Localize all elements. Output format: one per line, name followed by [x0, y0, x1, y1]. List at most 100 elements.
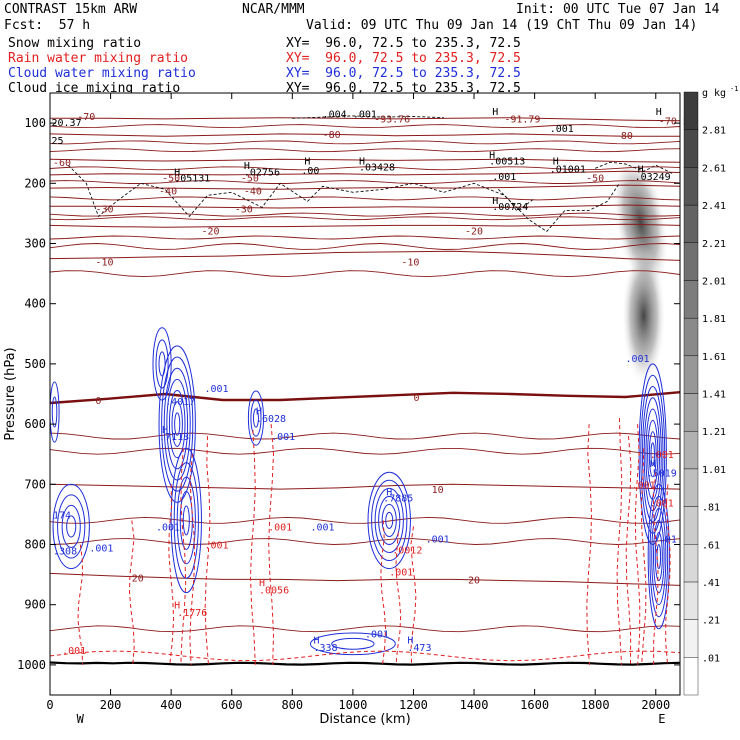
- rain-contour: [189, 454, 196, 665]
- high-marker: H: [553, 156, 559, 167]
- cloud-water-west-core: [161, 356, 194, 492]
- cloud-water-mid: [367, 471, 411, 570]
- temp-label: -10: [401, 258, 419, 269]
- cloud-water-contours: [49, 327, 670, 656]
- cloud-water-west-lower: [176, 476, 196, 565]
- temp-contour--40: [49, 184, 681, 190]
- temp-contour-extra: [49, 270, 681, 278]
- field-rain-xy: XY= 96.0, 72.5 to 235.3, 72.5: [286, 51, 521, 66]
- snow-contour: [497, 188, 535, 211]
- cloud-water-label: .001: [310, 522, 334, 533]
- rain-water-label: .001: [650, 450, 674, 461]
- y-axis-label: Pressure (hPa): [3, 347, 18, 440]
- high-marker: H: [489, 150, 495, 161]
- colorbar: .01 .21 .41 .61 .81 1.01 1.21 1.41 1.61 1.81 2.01 2…: [683, 85, 738, 696]
- high-marker: H: [314, 636, 320, 647]
- cloud-water-east-upper: [648, 431, 657, 478]
- colorbar-unit-exponent: -1: [730, 85, 738, 93]
- field-cloudwater-name: Cloud water mixing ratio: [8, 66, 196, 81]
- temp-label: -20: [465, 226, 483, 237]
- high-marker: H: [304, 156, 310, 167]
- cloud-water-label: .308: [53, 547, 77, 558]
- cloud-water-east-upper: [647, 419, 659, 489]
- rain-water-label: .001: [268, 522, 292, 533]
- y-tick-label: 500: [24, 357, 46, 371]
- rain-contour: [625, 436, 632, 665]
- temp-contour--10: [49, 250, 681, 261]
- colorbar-label: .61: [702, 540, 720, 551]
- colorbar-swatch: [683, 167, 699, 206]
- snow-max-label: .03428: [359, 162, 395, 173]
- high-marker: H: [162, 425, 168, 436]
- high-marker: H: [407, 636, 413, 647]
- x-tick-label: 1600: [520, 698, 549, 712]
- snow-max-label: .03249: [635, 172, 671, 183]
- rain-contour: [665, 484, 671, 665]
- colorbar-swatch: [683, 657, 699, 696]
- x-tick-label: 2000: [641, 698, 670, 712]
- cloud-water-label: .5019: [647, 468, 677, 479]
- cloud-water-west-edge: [51, 396, 58, 428]
- temp-label: -80: [323, 130, 341, 141]
- temp-contour--80: [49, 133, 680, 137]
- temp-contour-10: [49, 483, 681, 490]
- cloud-water-mid: [381, 503, 397, 537]
- colorbar-label: 2.21: [702, 239, 726, 250]
- y-tick-label: 600: [24, 417, 46, 431]
- colorbar-swatch: [683, 468, 699, 507]
- high-marker: H: [386, 488, 392, 499]
- high-marker: H: [174, 167, 180, 178]
- colorbar-swatch: [683, 317, 699, 357]
- high-marker: H: [244, 161, 250, 172]
- rain-water-label: .001: [632, 480, 656, 491]
- rain-contour: [586, 424, 593, 665]
- ice-plume-lower: [621, 245, 666, 386]
- cloud-water-label: .001: [625, 354, 649, 365]
- x-tick-label: 200: [100, 698, 122, 712]
- temp-label: -40: [244, 187, 262, 198]
- colorbar-label: .41: [702, 578, 720, 589]
- snow-max-label: .004: [323, 109, 347, 120]
- x-tick-label: 800: [281, 698, 303, 712]
- rain-water-label: .001: [650, 498, 674, 509]
- temp-label: -93.76: [374, 114, 410, 125]
- colorbar-swatch: [683, 129, 699, 168]
- temp-label: 20: [132, 574, 144, 585]
- contour-labels: -80 -80 -70 -70.54 -93.76 -91.79 -60 -50 -50 -50 -…: [52, 107, 695, 657]
- snow-max-label: .001: [550, 124, 574, 135]
- cloud-water-mid: [385, 511, 394, 529]
- high-marker: H: [174, 601, 180, 612]
- rain-contour: [268, 424, 275, 665]
- cloud-water-label: .6028: [256, 414, 286, 425]
- rain-contour: [128, 520, 135, 665]
- cloud-water-label: .001: [426, 534, 450, 545]
- field-cloudice-xy: XY= 96.0, 72.5 to 235.3, 72.5: [286, 81, 521, 96]
- x-tick-label: 1200: [399, 698, 428, 712]
- cloud-water-mid: [378, 495, 401, 545]
- temp-label: -30: [235, 205, 253, 216]
- snow-max-label: .01001: [550, 164, 586, 175]
- y-tick-label: 400: [24, 297, 46, 311]
- temp-contour-extra: [49, 196, 681, 201]
- colorbar-swatch: [683, 242, 699, 281]
- cloud-water-west-core: [158, 345, 196, 503]
- cloud-water-label: .001: [156, 522, 180, 533]
- temp-contour-extra: [49, 180, 681, 184]
- x-tick-label: 1800: [581, 698, 610, 712]
- rain-contour: [180, 448, 187, 665]
- cloud-water-label: .338: [314, 643, 338, 654]
- rain-contour: [395, 532, 402, 665]
- colorbar-label: .81: [702, 503, 720, 514]
- cloud-water-east-lower: [654, 531, 663, 582]
- cloud-water-edge: [66, 515, 77, 538]
- cloud-water-west-lower: [173, 462, 199, 579]
- high-marker: H: [638, 164, 644, 175]
- y-tick-label: 800: [24, 538, 46, 552]
- cloud-water-label: .4017: [165, 397, 195, 408]
- colorbar-swatch: [683, 506, 699, 545]
- rain-water-label: .001: [204, 541, 228, 552]
- snow-max-label: 20.37: [52, 118, 82, 129]
- colorbar-swatch: [683, 581, 699, 620]
- temp-contour--60: [49, 158, 681, 163]
